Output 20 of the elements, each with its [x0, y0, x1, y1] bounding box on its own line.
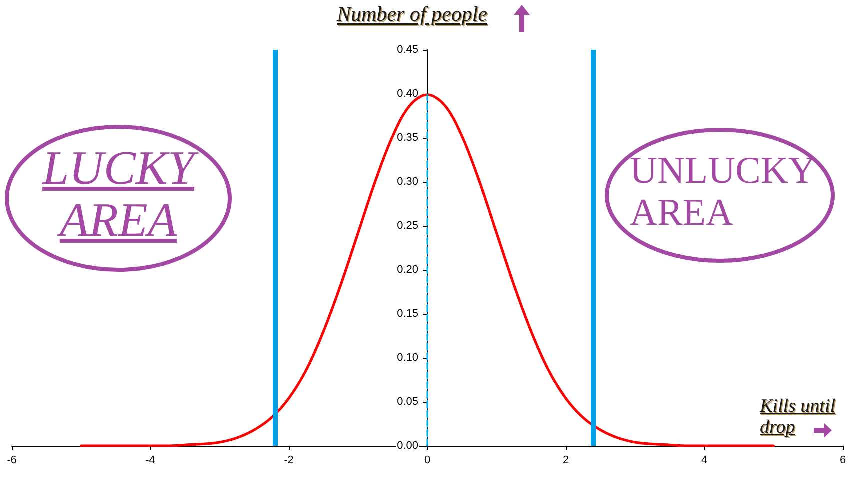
- y-tick-label: 0.35: [397, 132, 418, 144]
- x-tick-label: 4: [701, 454, 708, 466]
- x-tick-label: -4: [146, 454, 156, 466]
- x-tick-label: -6: [7, 454, 17, 466]
- y-axis-title: Number of people: [337, 2, 488, 27]
- y-tick-label: 0.40: [397, 88, 418, 100]
- y-tick-label: 0.15: [397, 308, 418, 320]
- x-tick-label: 6: [840, 454, 846, 466]
- y-tick-label: 0.10: [397, 352, 418, 364]
- x-tick-label: -2: [284, 454, 294, 466]
- y-tick-label: 0.05: [397, 396, 418, 408]
- y-tick-label: 0.20: [397, 264, 418, 276]
- y-tick-label: 0.30: [397, 176, 418, 188]
- x-tick-label: 0: [424, 454, 431, 466]
- x-axis-title: Kills until drop: [760, 396, 836, 438]
- annotation: UNLUCKY AREA: [630, 150, 816, 234]
- x-tick-label: 2: [562, 454, 570, 466]
- y-tick-label: 0.45: [397, 44, 418, 56]
- y-tick-label: 0.00: [397, 440, 418, 452]
- y-tick-label: 0.25: [397, 220, 418, 232]
